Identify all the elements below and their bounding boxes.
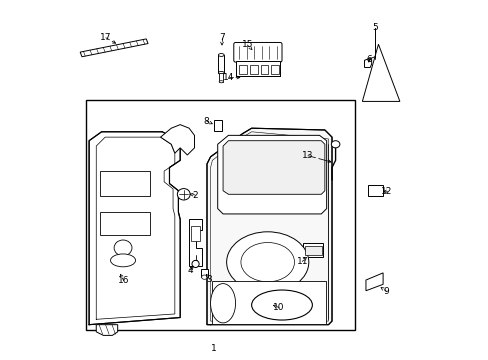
Text: 17: 17 [100, 33, 111, 42]
Bar [304, 246, 322, 255]
Polygon shape [80, 39, 148, 57]
Text: 8: 8 [203, 117, 209, 126]
Text: 10: 10 [273, 303, 285, 312]
Ellipse shape [251, 290, 312, 320]
Bar [219, 73, 223, 82]
Polygon shape [189, 219, 201, 266]
Ellipse shape [218, 54, 224, 57]
Text: 14: 14 [223, 73, 234, 82]
Bar [100, 171, 149, 196]
Bar [249, 65, 257, 74]
Polygon shape [364, 59, 371, 67]
Bar [367, 185, 382, 196]
Text: 9: 9 [383, 287, 389, 296]
Bar [200, 269, 208, 277]
Text: 11: 11 [296, 257, 307, 266]
Ellipse shape [177, 189, 190, 200]
Bar [260, 65, 268, 74]
Ellipse shape [241, 243, 294, 282]
Text: 1: 1 [211, 345, 217, 354]
Text: 5: 5 [371, 23, 377, 32]
Polygon shape [217, 135, 326, 214]
Bar [218, 55, 224, 73]
Polygon shape [206, 128, 331, 325]
Ellipse shape [210, 284, 235, 323]
Bar [271, 65, 279, 74]
Bar [85, 100, 354, 330]
Text: 6: 6 [365, 55, 371, 64]
Bar [190, 226, 200, 241]
Polygon shape [160, 125, 194, 155]
Bar [235, 62, 280, 76]
Ellipse shape [226, 232, 308, 293]
Ellipse shape [192, 260, 199, 267]
Ellipse shape [110, 254, 135, 267]
Text: 13: 13 [302, 151, 313, 160]
Polygon shape [362, 44, 399, 102]
Bar [100, 212, 149, 235]
Ellipse shape [331, 141, 339, 148]
Bar [211, 281, 325, 324]
Bar [303, 243, 323, 257]
Text: 2: 2 [192, 190, 198, 199]
Text: 7: 7 [219, 33, 224, 42]
FancyBboxPatch shape [233, 42, 282, 62]
Polygon shape [365, 273, 382, 291]
Ellipse shape [218, 71, 224, 74]
Ellipse shape [201, 275, 207, 279]
Ellipse shape [219, 81, 223, 83]
Polygon shape [89, 132, 180, 325]
Ellipse shape [114, 240, 132, 256]
Text: 12: 12 [380, 187, 391, 196]
Bar [214, 120, 222, 131]
Bar [239, 65, 246, 74]
Text: 15: 15 [241, 40, 253, 49]
Polygon shape [223, 141, 324, 194]
Text: 4: 4 [187, 266, 193, 275]
Text: 3: 3 [206, 275, 212, 284]
Text: 16: 16 [118, 276, 129, 285]
Polygon shape [96, 325, 118, 336]
